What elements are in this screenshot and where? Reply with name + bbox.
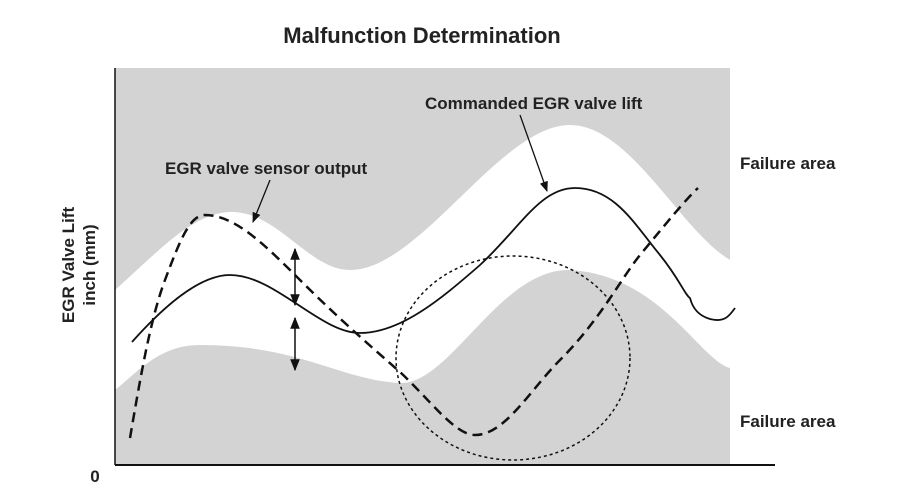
annotation: Commanded EGR valve lift [425,94,643,113]
y-axis-label: EGR Valve Lift [59,207,78,324]
title: Malfunction Determination [283,23,560,48]
sensor-curve [128,187,699,439]
focus-circle [395,255,631,461]
y-axis-label: inch (mm) [80,224,99,305]
annotation: EGR valve sensor output [165,159,367,178]
commanded-curve [131,187,736,343]
callout-arrow [519,114,548,192]
region-label: Failure area [740,412,836,431]
region-label: Failure area [740,154,836,173]
normal-band [115,125,730,390]
origin-label: 0 [90,467,99,486]
callout-arrow [252,179,271,223]
